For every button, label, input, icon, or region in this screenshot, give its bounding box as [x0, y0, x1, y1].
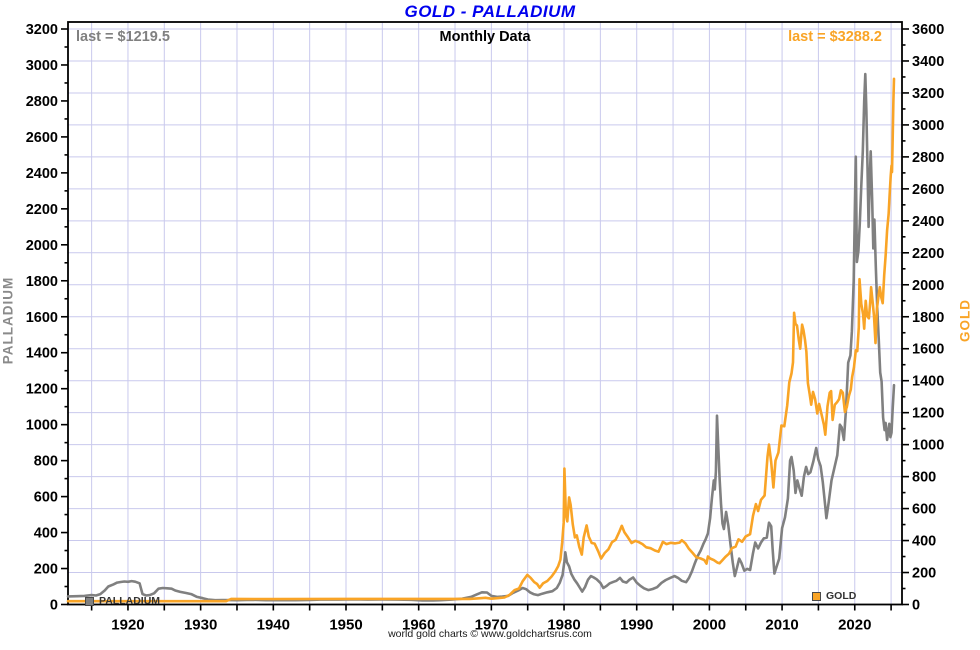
- left-axis-title: PALLADIUM: [0, 276, 16, 365]
- palladium-last-value: last = $1219.5: [76, 29, 170, 45]
- left-axis-tick-label: 2600: [26, 130, 58, 146]
- right-axis-tick-label: 200: [912, 566, 936, 582]
- palladium-swatch-icon: [85, 596, 94, 606]
- chart-title: GOLD - PALLADIUM: [404, 2, 576, 21]
- left-axis-tick-label: 3200: [26, 22, 58, 38]
- gold-last-value: last = $3288.2: [788, 29, 882, 45]
- left-axis-tick-label: 200: [34, 562, 58, 578]
- right-axis-tick-label: 800: [912, 470, 936, 486]
- left-axis-tick-label: 1800: [26, 274, 58, 290]
- right-axis-tick-label: 2800: [912, 150, 944, 166]
- right-axis-tick-label: 1600: [912, 342, 944, 358]
- left-axis-tick-label: 2800: [26, 94, 58, 110]
- attribution-text: world gold charts © www.goldchartsrus.co…: [388, 628, 592, 640]
- left-axis-tick-label: 2000: [26, 238, 58, 254]
- x-axis-tick-label: 1970: [475, 617, 508, 634]
- left-axis-tick-label: 2200: [26, 202, 58, 218]
- right-axis-tick-label: 2000: [912, 278, 944, 294]
- right-axis-tick-label: 3400: [912, 54, 944, 70]
- left-axis-tick-label: 0: [50, 598, 58, 614]
- x-axis-tick-label: 2010: [765, 617, 798, 634]
- right-axis-tick-label: 0: [912, 598, 920, 614]
- x-axis-tick-label: 1930: [184, 617, 217, 634]
- right-axis-tick-label: 1200: [912, 406, 944, 422]
- right-axis-title: GOLD: [957, 299, 973, 342]
- right-axis-tick-label: 2400: [912, 214, 944, 230]
- left-axis-tick-label: 1600: [26, 310, 58, 326]
- x-axis-tick-label: 1950: [329, 617, 362, 634]
- series-line-palladium: [66, 72, 896, 602]
- series-line-gold: [66, 77, 896, 603]
- x-axis-tick-label: 1940: [257, 617, 290, 634]
- x-axis-tick-label: 1960: [402, 617, 435, 634]
- right-axis-tick-label: 1400: [912, 374, 944, 390]
- left-axis-tick-label: 1200: [26, 382, 58, 398]
- left-axis-tick-label: 800: [34, 454, 58, 470]
- right-axis-tick-label: 600: [912, 502, 936, 518]
- legend-palladium-label: PALLADIUM: [99, 595, 161, 607]
- right-axis-tick-label: 2200: [912, 246, 944, 262]
- right-axis-tick-label: 2600: [912, 182, 944, 198]
- right-axis-tick-label: 3000: [912, 118, 944, 134]
- right-axis-tick-label: 1800: [912, 310, 944, 326]
- left-axis-tick-label: 400: [34, 526, 58, 542]
- left-axis-tick-label: 1400: [26, 346, 58, 362]
- x-axis-tick-label: 2000: [693, 617, 726, 634]
- x-axis-tick-label: 2020: [838, 617, 871, 634]
- left-axis-tick-label: 600: [34, 490, 58, 506]
- right-axis-tick-label: 3200: [912, 86, 944, 102]
- right-axis-tick-label: 3600: [912, 22, 944, 38]
- legend-palladium: PALLADIUM: [85, 595, 160, 607]
- chart-subtitle: Monthly Data: [439, 29, 531, 45]
- right-axis-tick-label: 1000: [912, 438, 944, 454]
- x-axis-tick-label: 1980: [547, 617, 580, 634]
- left-axis-tick-label: 1000: [26, 418, 58, 434]
- plot-border: [67, 21, 903, 606]
- x-axis-tick-label: 1920: [111, 617, 144, 634]
- legend-gold: GOLD: [812, 590, 856, 602]
- legend-gold-label: GOLD: [826, 590, 857, 602]
- x-axis-tick-label: 1990: [620, 617, 653, 634]
- right-axis-tick-label: 400: [912, 534, 936, 550]
- gold-swatch-icon: [812, 591, 821, 601]
- left-axis-tick-label: 2400: [26, 166, 58, 182]
- left-axis-tick-label: 3000: [26, 58, 58, 74]
